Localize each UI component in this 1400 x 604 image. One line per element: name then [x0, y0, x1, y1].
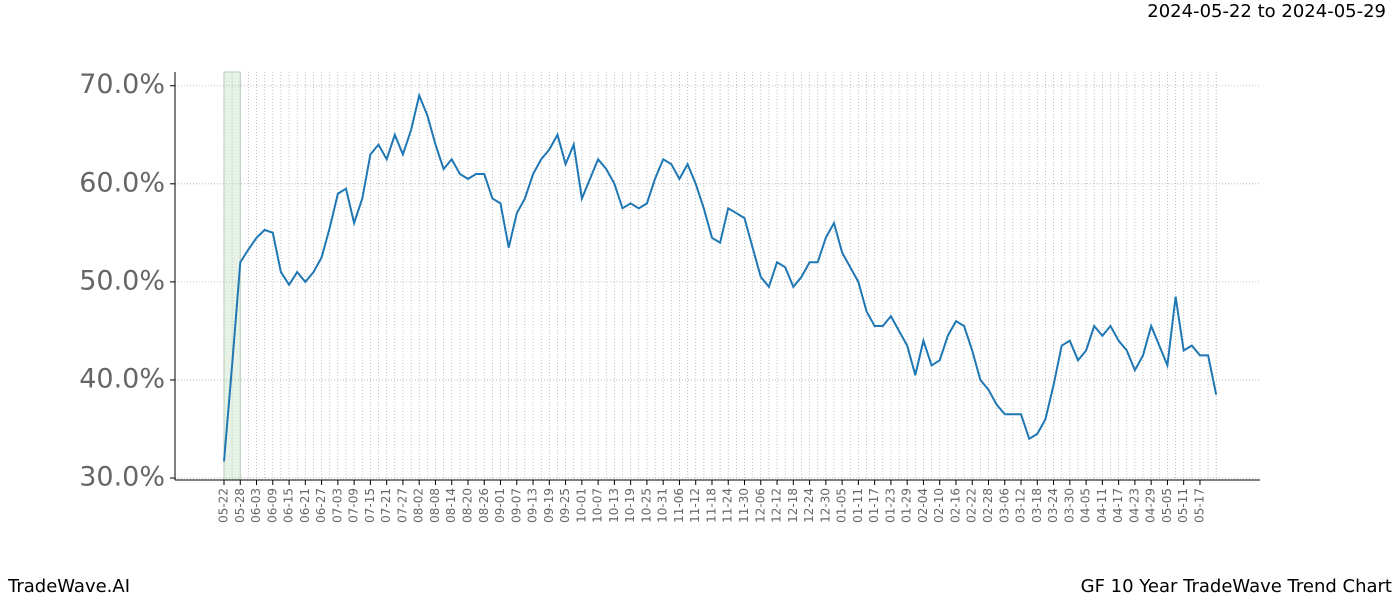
- x-tick-label: 03-18: [1030, 488, 1044, 523]
- x-tick-label: 08-08: [428, 488, 442, 523]
- x-tick-label: 10-13: [607, 488, 621, 523]
- x-tick-label: 12-06: [753, 488, 767, 523]
- x-tick-label: 02-04: [916, 488, 930, 523]
- x-tick-label: 06-15: [282, 488, 296, 523]
- x-tick-label: 09-19: [542, 488, 556, 523]
- x-tick-label: 07-15: [363, 488, 377, 523]
- x-tick-label: 01-11: [851, 488, 865, 523]
- x-tick-label: 08-14: [444, 488, 458, 523]
- x-tick-label: 02-16: [948, 488, 962, 523]
- x-tick-label: 05-05: [1160, 488, 1174, 523]
- brand: TradeWave.AI: [7, 576, 130, 597]
- x-tick-label: 08-20: [460, 488, 474, 523]
- x-tick-label: 04-29: [1144, 488, 1158, 523]
- y-tick-label: 70.0%: [79, 69, 165, 100]
- y-tick-label: 60.0%: [79, 167, 165, 198]
- x-tick-label: 11-30: [737, 488, 751, 523]
- x-tick-label: 11-18: [704, 488, 718, 523]
- x-tick-label: 07-09: [347, 488, 361, 523]
- x-tick-label: 04-17: [1111, 488, 1125, 523]
- x-tick-label: 12-30: [818, 488, 832, 523]
- x-tick-label: 06-09: [265, 488, 279, 523]
- x-tick-label: 04-05: [1079, 488, 1093, 523]
- x-tick-label: 04-11: [1095, 488, 1109, 523]
- x-tick-label: 07-27: [395, 488, 409, 523]
- x-tick-label: 01-23: [883, 488, 897, 523]
- x-tick-label: 03-12: [1014, 488, 1028, 523]
- x-tick-label: 07-03: [330, 488, 344, 523]
- x-tick-label: 01-29: [900, 488, 914, 523]
- x-tick-label: 05-11: [1176, 488, 1190, 523]
- x-tick-label: 02-28: [981, 488, 995, 523]
- plot-area: 05-22 05-28 06-03 06-09 06-15 06-21 06-27 07-03…: [79, 69, 1260, 523]
- x-tick-label: 09-07: [509, 488, 523, 523]
- x-tick-label: 10-19: [623, 488, 637, 523]
- x-tick-label: 06-03: [249, 488, 263, 523]
- x-tick-label: 03-30: [1062, 488, 1076, 523]
- x-tick-label: 03-06: [997, 488, 1011, 523]
- x-tick-label: 05-28: [233, 488, 247, 523]
- x-tick-label: 10-01: [574, 488, 588, 523]
- y-tick-label: 30.0%: [79, 462, 165, 493]
- x-tick-label: 12-12: [770, 488, 784, 523]
- x-tick-label: 10-31: [656, 488, 670, 523]
- x-tick-label: 09-01: [493, 488, 507, 523]
- x-tick-label: 11-12: [688, 488, 702, 523]
- caption: GF 10 Year TradeWave Trend Chart: [1081, 576, 1392, 597]
- x-tick-label: 03-24: [1046, 488, 1060, 523]
- x-tick-label: 05-17: [1192, 488, 1206, 523]
- x-tick-label: 12-18: [786, 488, 800, 523]
- x-tick-label: 09-13: [526, 488, 540, 523]
- x-tick-label: 02-22: [965, 488, 979, 523]
- x-tick-label: 08-02: [412, 488, 426, 523]
- x-tick-label: 12-24: [802, 488, 816, 523]
- x-tick-label: 04-23: [1127, 488, 1141, 523]
- x-tick-label: 10-07: [591, 488, 605, 523]
- x-tick-label: 11-24: [721, 488, 735, 523]
- x-tick-label: 01-05: [835, 488, 849, 523]
- x-tick-label: 08-26: [477, 488, 491, 523]
- x-tick-label: 06-27: [314, 488, 328, 523]
- x-tick-label: 02-10: [932, 488, 946, 523]
- x-tick-label: 10-25: [639, 488, 653, 523]
- trend-line: [223, 92, 1218, 462]
- x-tick-label: 09-25: [558, 488, 572, 523]
- y-tick-label: 40.0%: [79, 363, 165, 394]
- x-tick-label: 11-06: [672, 488, 686, 523]
- date-range: 2024-05-22 to 2024-05-29: [1147, 1, 1386, 22]
- x-tick-label: 01-17: [867, 488, 881, 523]
- x-tick-label: 07-21: [379, 488, 393, 523]
- x-tick-label: 06-21: [298, 488, 312, 523]
- x-tick-label: 05-22: [217, 488, 231, 523]
- y-tick-label: 50.0%: [79, 265, 165, 296]
